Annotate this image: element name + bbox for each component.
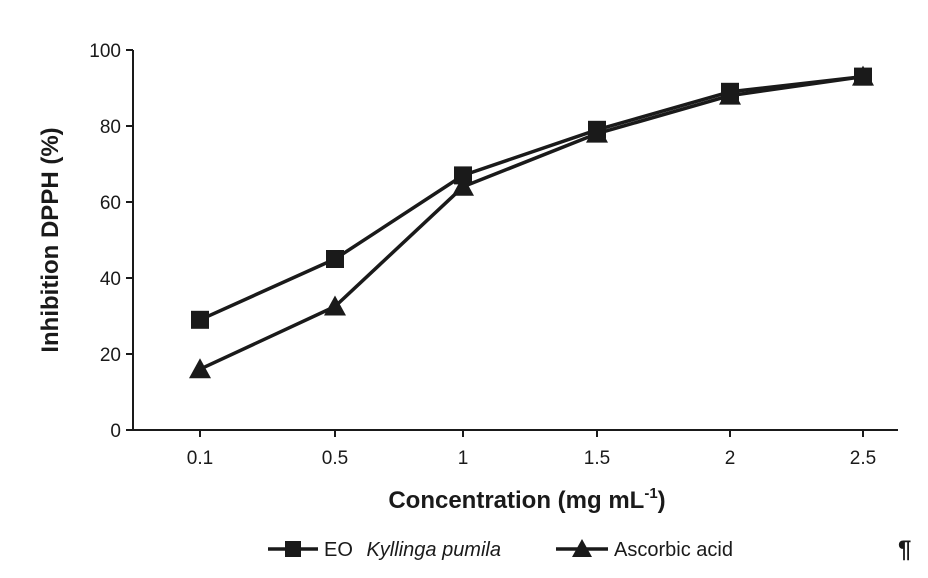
x-tick-label: 1 (458, 448, 469, 469)
series-square (191, 67, 872, 329)
legend-label-eo: EO Kyllinga pumila (324, 539, 501, 561)
y-tick-label: 100 (89, 41, 121, 62)
data-point-square (326, 250, 344, 268)
y-tick-label: 60 (100, 193, 121, 214)
y-tick-label: 0 (110, 421, 121, 442)
y-tick-label: 40 (100, 269, 121, 290)
legend: EO Kyllinga pumila Ascorbic acid (268, 539, 733, 561)
data-point-square (454, 166, 472, 185)
series-line (199, 74, 864, 322)
x-axis-title-close: ) (658, 487, 666, 514)
data-point-triangle (189, 358, 211, 379)
axes (132, 50, 898, 431)
legend-label-ascorbic: Ascorbic acid (614, 539, 733, 561)
x-axis-title-sup: -1 (644, 485, 657, 502)
x-tick-label: 0.1 (187, 448, 213, 469)
y-tick-label: 80 (100, 117, 121, 138)
y-ticks: 0 20 40 60 80 100 (89, 41, 133, 442)
series-group (189, 65, 874, 379)
series-line (199, 74, 864, 371)
data-point-triangle (852, 65, 874, 86)
x-tick-label: 0.5 (322, 448, 348, 469)
x-tick-label: 2 (725, 448, 736, 469)
data-point-triangle (324, 295, 346, 316)
legend-item-eo: EO Kyllinga pumila (268, 539, 501, 561)
x-tick-label: 1.5 (584, 448, 610, 469)
data-point-triangle (452, 175, 474, 196)
data-point-triangle (719, 84, 741, 105)
x-axis-title: Concentration (mg mL-1) (388, 485, 665, 514)
legend-label-eo-prefix: EO (324, 539, 353, 561)
legend-label-eo-species: Kyllinga pumila (366, 539, 501, 561)
y-axis-title: Inhibition DPPH (%) (37, 127, 64, 352)
y-tick-label: 20 (100, 345, 121, 366)
x-tick-label: 2.5 (850, 448, 876, 469)
x-axis-title-main: Concentration (mg mL (388, 487, 644, 514)
data-point-triangle (586, 122, 608, 143)
legend-item-ascorbic: Ascorbic acid (556, 539, 733, 561)
x-ticks: 0.1 0.5 1 1.5 2 2.5 (187, 430, 876, 469)
data-point-square (191, 310, 209, 329)
pilcrow-mark: ¶ (898, 536, 912, 563)
series-triangle (189, 65, 874, 379)
